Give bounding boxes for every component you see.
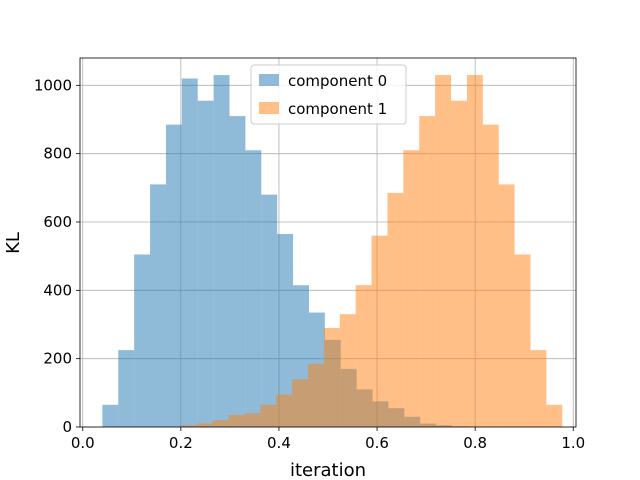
legend: component 0 component 1 bbox=[250, 64, 407, 125]
histogram-bar bbox=[180, 425, 197, 427]
histogram-bar bbox=[181, 78, 198, 427]
histogram-bar bbox=[102, 404, 119, 427]
x-tick-label: 0.0 bbox=[71, 434, 95, 452]
histogram-bar bbox=[419, 116, 436, 427]
histogram-bar bbox=[371, 235, 388, 427]
histogram-bar bbox=[387, 192, 404, 427]
x-axis-label: iteration bbox=[290, 460, 366, 480]
legend-swatch bbox=[259, 102, 279, 114]
histogram-bar bbox=[212, 420, 229, 427]
x-tick-label: 0.6 bbox=[365, 434, 389, 452]
histogram-bar bbox=[339, 314, 356, 427]
histogram-bar bbox=[307, 363, 324, 427]
histogram-bar bbox=[197, 100, 214, 427]
histogram-bar bbox=[261, 194, 278, 427]
x-tick-label: 1.0 bbox=[561, 434, 585, 452]
y-axis-label: KL bbox=[3, 232, 24, 254]
histogram-bar bbox=[118, 350, 135, 427]
x-tick-label: 0.2 bbox=[169, 434, 193, 452]
histogram-bar bbox=[228, 415, 245, 427]
y-tick-label: 800 bbox=[43, 145, 72, 163]
histogram-bar bbox=[260, 404, 277, 427]
histogram-bar bbox=[498, 184, 515, 427]
y-tick-label: 200 bbox=[43, 350, 72, 368]
histogram-bar bbox=[213, 75, 230, 427]
legend-label: component 1 bbox=[288, 100, 387, 118]
histogram-bar bbox=[277, 233, 294, 427]
legend-label: component 0 bbox=[288, 72, 387, 90]
y-tick-label: 1000 bbox=[34, 76, 72, 94]
x-axis-ticks: 0.0 0.2 0.4 0.6 0.8 1.0 bbox=[71, 427, 585, 452]
histogram-bar bbox=[196, 423, 213, 427]
histogram-bar bbox=[403, 150, 420, 427]
histogram-bar bbox=[165, 124, 182, 427]
histogram-bar bbox=[245, 150, 262, 427]
histogram-bar bbox=[466, 75, 483, 427]
y-tick-label: 400 bbox=[43, 281, 72, 299]
plot-area bbox=[79, 57, 577, 428]
legend-swatch bbox=[259, 74, 279, 86]
histogram-bar bbox=[451, 100, 467, 427]
y-tick-label: 600 bbox=[43, 213, 72, 231]
histogram-bar bbox=[435, 75, 452, 427]
legend-box bbox=[250, 64, 407, 125]
histogram-bar bbox=[244, 413, 261, 427]
histogram-bar bbox=[482, 124, 499, 427]
histogram-bar bbox=[530, 350, 547, 427]
histogram-bar bbox=[150, 184, 166, 427]
histogram-bar bbox=[546, 404, 563, 427]
series-1-bars bbox=[180, 75, 563, 427]
histogram-bar bbox=[134, 254, 151, 427]
histogram-bar bbox=[276, 394, 293, 427]
axes-frame bbox=[79, 57, 577, 428]
histogram-bar bbox=[292, 379, 308, 427]
histogram-bars bbox=[102, 75, 563, 427]
histogram-bar bbox=[229, 116, 246, 427]
histogram-bar bbox=[355, 285, 372, 427]
x-tick-label: 0.4 bbox=[267, 434, 291, 452]
histogram-bar bbox=[323, 327, 340, 427]
histogram-bar bbox=[514, 254, 531, 427]
y-axis-ticks: 0 200 400 600 800 1000 bbox=[34, 76, 80, 436]
y-tick-label: 0 bbox=[62, 418, 72, 436]
x-tick-label: 0.8 bbox=[463, 434, 487, 452]
